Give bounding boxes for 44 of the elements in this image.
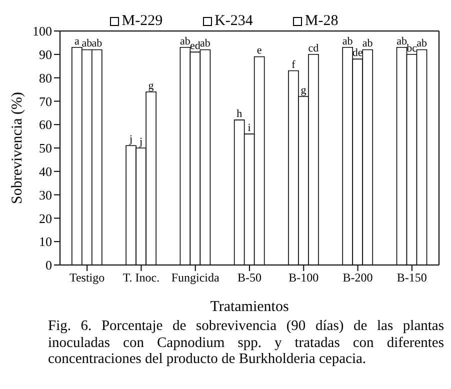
data-label: cd <box>308 42 320 54</box>
data-label: i <box>248 122 251 134</box>
y-axis-title: Sobrevivencia (%) <box>9 92 26 204</box>
data-label: ab <box>92 38 103 50</box>
data-label: g <box>148 80 154 92</box>
caption: Fig. 6. Porcentaje de sobrevivencia (90 días) de las plantas inoculadas con Capnodium spp. y tratadas con diferentes concentraciones del producto de Burkholderia cepacia. <box>48 318 444 368</box>
data-label: e <box>256 44 262 57</box>
data-label: g <box>300 84 307 97</box>
x-tick-label: Testigo <box>69 270 105 285</box>
data-label: ab <box>200 38 211 50</box>
data-label: a <box>74 35 80 48</box>
data-label: ab <box>342 35 354 48</box>
x-tick-label: B-200 <box>342 270 373 285</box>
data-label: bc <box>406 42 418 54</box>
y-tick-label: 50 <box>39 140 52 156</box>
legend-label: M-229 <box>120 13 163 30</box>
data-label: ab <box>82 38 93 50</box>
x-tick-label: B-100 <box>288 270 319 285</box>
data-label: h <box>236 108 243 120</box>
data-label: ab <box>362 38 374 50</box>
data-label: j <box>128 134 133 146</box>
x-tick-label: B-150 <box>396 270 427 285</box>
legend-label: M-28 <box>304 13 338 30</box>
x-tick-label: Fungicida <box>171 270 220 285</box>
y-tick-label: 20 <box>39 210 52 226</box>
y-tick-label: 10 <box>39 234 52 250</box>
data-label: ab <box>396 35 408 48</box>
data-label: ab <box>416 38 428 50</box>
data-label: ed <box>190 40 201 52</box>
data-label: j <box>138 136 143 148</box>
y-tick-label: 80 <box>39 70 52 86</box>
x-tick-label: T. Inoc. <box>122 270 160 285</box>
x-tick-label: B-50 <box>238 270 262 285</box>
y-tick-label: 70 <box>39 94 52 109</box>
legend-label: K-234 <box>214 13 253 30</box>
y-tick-label: 60 <box>39 117 52 132</box>
y-tick-label: 90 <box>39 47 52 62</box>
data-label: f <box>292 58 296 71</box>
y-tick-label: 100 <box>32 24 52 39</box>
data-label: ab <box>180 35 191 48</box>
y-tick-label: 30 <box>39 187 52 202</box>
x-axis-title: Tratamientos <box>210 299 289 315</box>
y-tick-label: 40 <box>39 164 52 180</box>
y-tick-label: 0 <box>46 258 52 273</box>
